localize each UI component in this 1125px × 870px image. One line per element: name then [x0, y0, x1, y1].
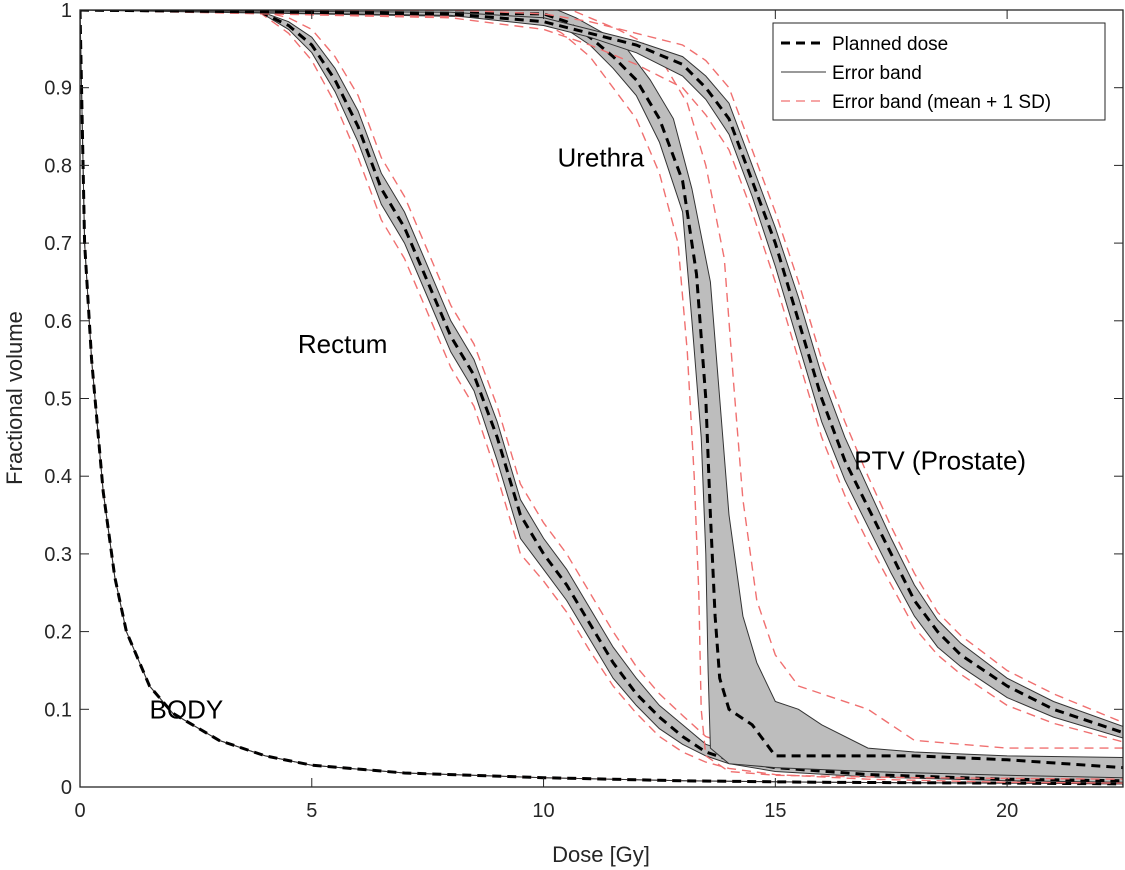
urethra-error-band-lower — [80, 10, 1123, 779]
y-tick-label: 0.1 — [44, 699, 72, 721]
y-tick-label: 0 — [61, 777, 72, 799]
body-planned-dose — [80, 10, 1123, 786]
rectum-error-band-lower — [80, 10, 1123, 783]
label-rectum: Rectum — [298, 329, 388, 359]
y-tick-label: 0.7 — [44, 233, 72, 255]
urethra-sd-upper — [80, 10, 1123, 749]
ptv-prostate-error-band-upper — [80, 10, 1123, 727]
x-tick-label: 10 — [532, 800, 554, 822]
label-body: BODY — [150, 694, 224, 724]
ptv-prostate-sd-upper — [80, 10, 1123, 724]
label-urethra: Urethra — [557, 143, 644, 173]
y-tick-label: 0.4 — [44, 466, 72, 488]
y-tick-label: 0.2 — [44, 622, 72, 644]
x-tick-label: 20 — [996, 800, 1018, 822]
y-tick-label: 0.3 — [44, 544, 72, 566]
legend: Planned dose Error band Error band (mean… — [772, 22, 1106, 121]
legend-band-label: Error band — [832, 63, 922, 84]
ptv-prostate-planned-dose — [80, 10, 1123, 735]
plot-area — [79, 9, 1124, 788]
legend-sd-label: Error band (mean + 1 SD) — [832, 92, 1051, 113]
legend-box — [772, 22, 1106, 121]
y-tick-label: 0.6 — [44, 311, 72, 333]
urethra-sd-lower — [80, 10, 1123, 780]
x-tick-label: 0 — [74, 800, 85, 822]
y-tick-label: 0.8 — [44, 155, 72, 177]
legend-planned-label: Planned dose — [832, 34, 948, 55]
structure-labels: BODY Rectum Urethra PTV (Prostate) — [150, 143, 1027, 725]
structure-body — [80, 10, 1123, 786]
label-ptv-prostate: PTV (Prostate) — [854, 446, 1026, 476]
x-axis-ticks: 0 5 10 15 20 — [74, 10, 1018, 822]
x-axis-label: Dose [Gy] — [552, 842, 650, 867]
y-tick-label: 1 — [61, 0, 72, 22]
rectum-sd-upper — [80, 10, 1123, 768]
x-tick-label: 15 — [764, 800, 786, 822]
urethra-planned-dose — [80, 10, 1123, 770]
x-tick-label: 5 — [306, 800, 317, 822]
y-axis-ticks: 0 0.1 0.2 0.3 0.4 0.5 0.6 0.7 0.8 0.9 1 — [44, 0, 1123, 799]
ptv-prostate-error-band-lower — [80, 10, 1123, 739]
y-tick-label: 0.9 — [44, 78, 72, 100]
y-tick-label: 0.5 — [44, 389, 72, 411]
y-axis-label: Fractional volume — [2, 311, 27, 485]
structure-ptv-prostate — [80, 10, 1123, 743]
ptv-prostate-sd-lower — [80, 10, 1123, 743]
series-layer — [80, 10, 1123, 786]
